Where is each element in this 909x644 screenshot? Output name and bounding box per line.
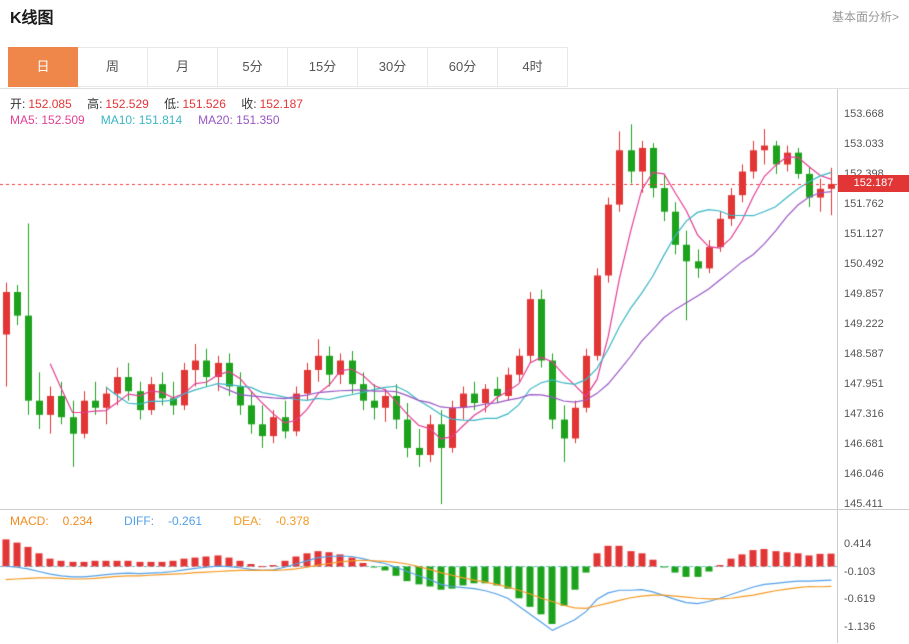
page-header: K线图 基本面分析>	[0, 0, 909, 29]
y-axis-label: 150.492	[844, 258, 884, 270]
candlestick-chart[interactable]	[0, 89, 837, 509]
open-value: 152.085	[28, 97, 72, 111]
ma-info: MA5: 152.509 MA10: 151.814 MA20: 151.350	[10, 113, 296, 127]
low-label: 低:	[164, 97, 180, 111]
macd-chart[interactable]	[0, 510, 837, 643]
y-axis-label: 153.033	[844, 138, 884, 150]
y-axis-label: 151.762	[844, 198, 884, 210]
tab-60min[interactable]: 60分	[428, 47, 498, 87]
tab-month[interactable]: 月	[148, 47, 218, 87]
tab-30min[interactable]: 30分	[358, 47, 428, 87]
y-axis-label: 145.411	[844, 498, 883, 510]
ma10-info: MA10: 151.814	[100, 113, 183, 127]
macd-info: MACD: 0.234 DIFF: -0.261 DEA: -0.378	[10, 514, 337, 528]
y-axis-label: 153.668	[844, 108, 884, 120]
high-label: 高:	[87, 97, 103, 111]
tab-5min[interactable]: 5分	[218, 47, 288, 87]
y-axis-label: 147.951	[844, 378, 884, 390]
high-value: 152.529	[105, 97, 149, 111]
y-axis-label: 149.222	[844, 318, 884, 330]
ma20-info: MA20: 151.350	[198, 113, 280, 127]
y-axis-label: 149.857	[844, 288, 884, 300]
tab-15min[interactable]: 15分	[288, 47, 358, 87]
close-value: 152.187	[259, 97, 303, 111]
tab-week[interactable]: 周	[78, 47, 148, 87]
close-label: 收:	[241, 97, 257, 111]
diff-value: DIFF: -0.261	[124, 514, 203, 528]
chart-area: 开: 152.085 高: 152.529 低: 151.526 收: 152.187 …	[0, 88, 909, 643]
y-axis-label: 151.127	[844, 228, 884, 240]
y-axis-label: -0.619	[844, 593, 876, 606]
ohlc-info: 开: 152.085 高: 152.529 低: 151.526 收: 152.187	[10, 95, 303, 112]
dea-value: DEA: -0.378	[233, 514, 310, 528]
current-price-badge: 152.187	[838, 175, 909, 192]
y-axis-label: -1.136	[844, 621, 876, 633]
fundamental-analysis-link[interactable]: 基本面分析>	[831, 10, 899, 24]
y-axis-label: 0.414	[844, 538, 872, 550]
tab-day[interactable]: 日	[8, 47, 78, 87]
macd-panel: MACD: 0.234 DIFF: -0.261 DEA: -0.378 0.414 -…	[0, 509, 909, 643]
y-axis-label: -0.103	[844, 565, 876, 578]
macd-y-axis: 0.414 -0.103 -0.619 -1.136	[837, 510, 909, 643]
timeframe-tabs: 日周月 5分 15分 30分 60分 4时	[8, 47, 909, 87]
tab-4hour[interactable]: 4时	[498, 47, 568, 87]
page-title: K线图	[10, 10, 54, 27]
main-chart-panel: 开: 152.085 高: 152.529 低: 151.526 收: 152.187 …	[0, 89, 909, 510]
y-axis-label: 147.316	[844, 408, 884, 420]
open-label: 开:	[10, 97, 26, 111]
y-axis-label: 146.046	[844, 468, 884, 480]
y-axis-label: 148.587	[844, 348, 884, 360]
main-y-axis: 153.668 153.033 152.398 151.762 151.127 150.4…	[837, 89, 909, 510]
low-value: 151.526	[182, 97, 226, 111]
macd-value: MACD: 0.234	[10, 514, 93, 528]
y-axis-label: 146.681	[844, 438, 884, 450]
ma5-info: MA5: 152.509	[10, 113, 85, 127]
